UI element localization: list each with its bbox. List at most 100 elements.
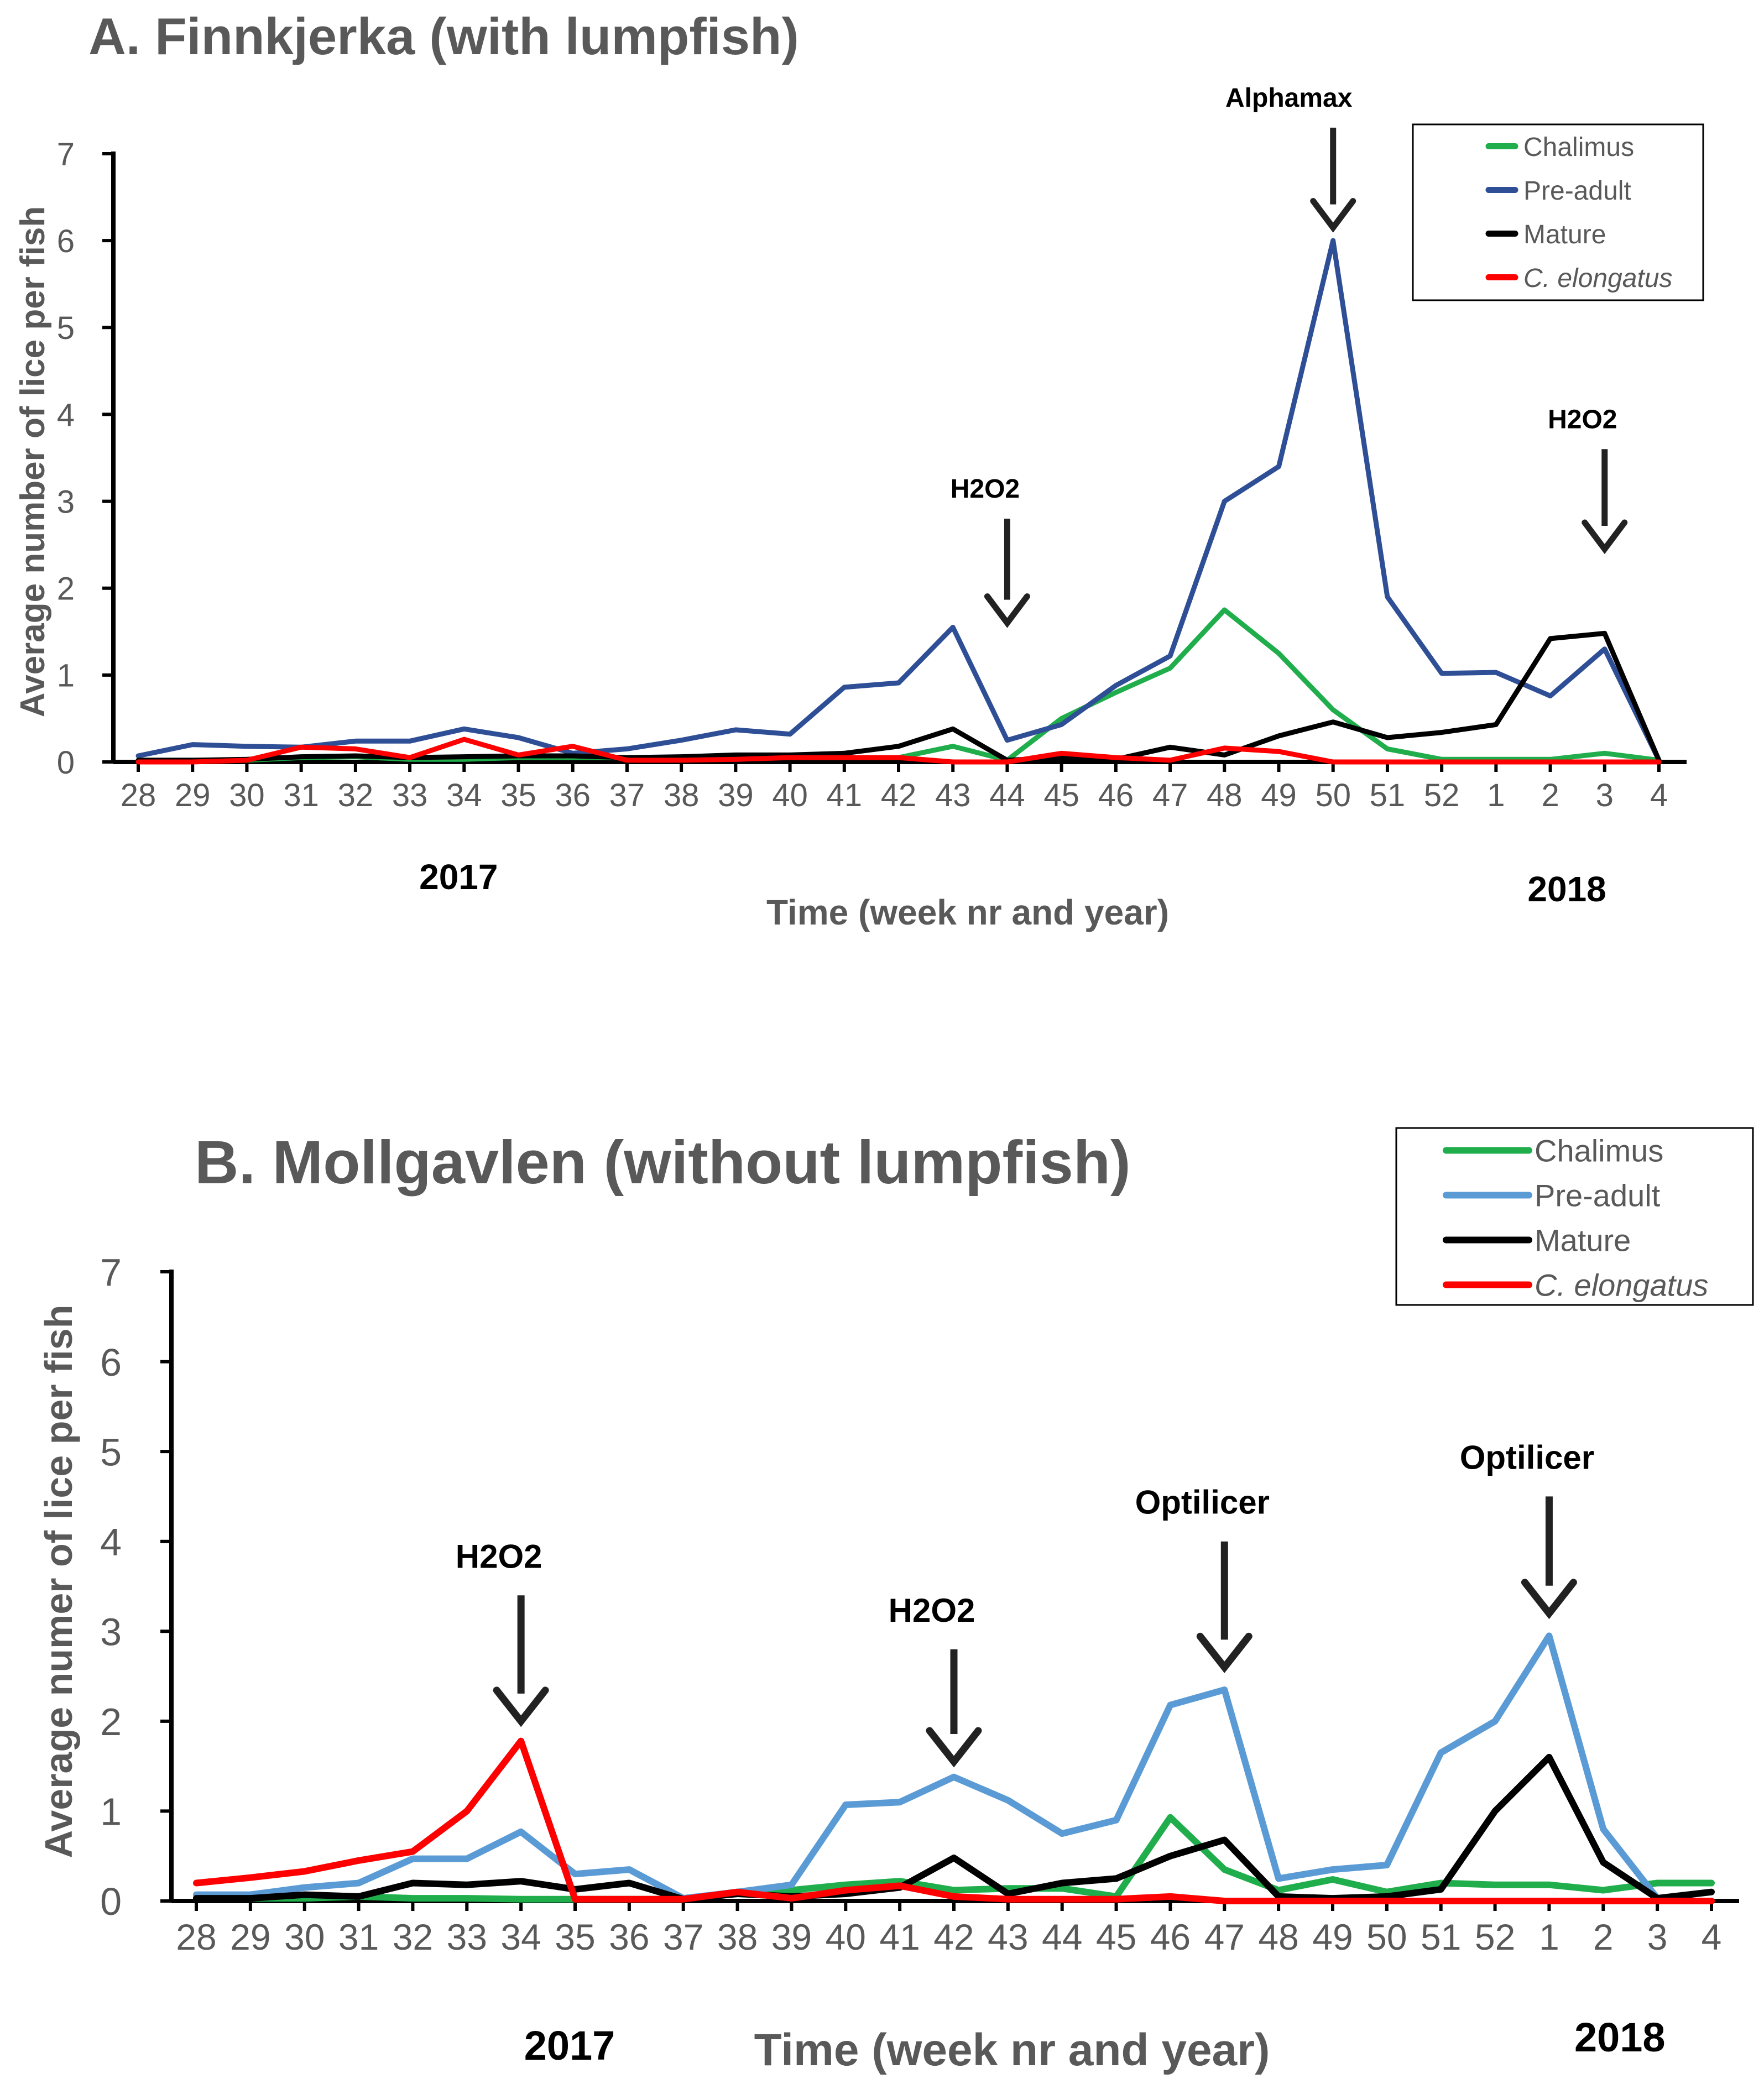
chart-b-x-tick-label: 40	[826, 1916, 866, 1957]
chart-a-legend-label: Mature	[1523, 220, 1606, 249]
chart-a-x-tick-label: 49	[1261, 777, 1297, 813]
chart-a-series-pre-adult	[135, 238, 1662, 763]
chart-b-x-tick-label: 47	[1204, 1916, 1245, 1957]
chart-a-ylabel: Average number of lice per fish	[14, 206, 52, 718]
chart-a-x-tick-label: 4	[1650, 777, 1668, 813]
chart-a-legend-label: Chalimus	[1523, 133, 1634, 162]
chart-a-x-tick-label: 44	[989, 777, 1025, 813]
chart-a-annotation-label: H2O2	[951, 474, 1020, 504]
chart-a-legend-label: Pre-adult	[1523, 176, 1631, 206]
chart-a-annotation-label: H2O2	[1548, 405, 1617, 434]
chart-a-x-tick-label: 34	[446, 777, 482, 813]
chart-b-x-tick-label: 43	[988, 1916, 1028, 1957]
chart-b-x-tick-label: 32	[393, 1916, 433, 1957]
chart-a-x-tick-label: 38	[664, 777, 700, 813]
chart-b-x-tick-label: 45	[1096, 1916, 1136, 1957]
chart-b-x-tick-label: 35	[555, 1916, 595, 1957]
chart-a-x-tick-label: 51	[1370, 777, 1406, 813]
chart-a-x-tick-label: 47	[1152, 777, 1188, 813]
chart-b-ylabel: Average numer of lice per fish	[37, 1304, 80, 1858]
chart-b-legend-box	[1395, 1127, 1754, 1306]
chart-b-y-tick-label: 1	[100, 1790, 122, 1834]
chart-b-annotation-label: H2O2	[456, 1538, 542, 1575]
chart-a-y-tick-label: 7	[57, 137, 75, 173]
chart-b-x-tick-label: 4	[1702, 1916, 1722, 1957]
chart-a-x-tick-label: 30	[229, 777, 265, 813]
chart-a-x-tick-label: 37	[609, 777, 645, 813]
chart-b-x-tick-label: 31	[338, 1916, 379, 1957]
chart-a-legend-box	[1412, 123, 1704, 301]
chart-a-x-tick-label: 36	[555, 777, 591, 813]
chart-a-x-tick-label: 31	[283, 777, 319, 813]
chart-a-x-tick-label: 50	[1315, 777, 1351, 813]
chart-a-year-label: 2018	[1527, 869, 1606, 909]
chart-b-x-tick-label: 46	[1150, 1916, 1191, 1957]
chart-b-series-c-elongatus	[193, 1737, 1715, 1904]
chart-b-annotation-arrow-head	[1196, 1632, 1252, 1673]
chart-b-annotation-label: H2O2	[889, 1592, 975, 1629]
chart-b-x-tick-label: 50	[1366, 1916, 1407, 1957]
chart-a-xlabel: Time (week nr and year)	[766, 892, 1169, 932]
chart-a-x-tick-label: 46	[1098, 777, 1134, 813]
chart-a-x-tick-label: 48	[1207, 777, 1243, 813]
chart-b-x-tick-label: 34	[500, 1916, 541, 1957]
chart-b-xlabel: Time (week nr and year)	[754, 2025, 1270, 2075]
chart-b-legend-label: Chalimus	[1535, 1134, 1663, 1168]
chart-a-annotation-arrow-head	[1310, 198, 1356, 233]
chart-b-y-tick-label: 6	[100, 1341, 122, 1384]
chart-a-x-tick-label: 33	[392, 777, 428, 813]
chart-b-series-pre-adult	[193, 1632, 1715, 1902]
chart-b-x-tick-label: 33	[447, 1916, 487, 1957]
chart-a-y-tick-label: 0	[57, 745, 75, 781]
chart-a-y-tick-label: 1	[57, 658, 75, 694]
chart-b-title: B. Mollgavlen (without lumpfish)	[195, 1129, 1131, 1197]
chart-b-series-chalimus	[193, 1814, 1715, 1903]
chart-a-x-tick-label: 45	[1043, 777, 1079, 813]
chart-b-x-tick-label: 44	[1042, 1916, 1082, 1957]
chart-b-y-tick-label: 7	[100, 1251, 122, 1294]
chart-b-x-tick-label: 3	[1647, 1916, 1668, 1957]
chart-a-x-tick-label: 2	[1541, 777, 1559, 813]
chart-b-x-tick-label: 29	[230, 1916, 270, 1957]
chart-b-annotation-arrow-head	[493, 1686, 549, 1727]
chart-a-x-tick-label: 29	[175, 777, 211, 813]
chart-b-legend-label: C. elongatus	[1535, 1268, 1708, 1303]
chart-b-y-tick-label: 3	[100, 1610, 122, 1653]
chart-b-y-tick-label: 2	[100, 1700, 122, 1743]
chart-b-x-tick-label: 48	[1258, 1916, 1298, 1957]
chart-a-title: A. Finnkjerka (with lumpfish)	[88, 7, 799, 65]
chart-b-annotation-label: Optilicer	[1135, 1484, 1270, 1521]
chart-b-x-tick-label: 52	[1475, 1916, 1515, 1957]
chart-b-x-tick-label: 37	[663, 1916, 703, 1957]
chart-b-x-tick-label: 28	[176, 1916, 216, 1957]
chart-b-x-tick-label: 2	[1593, 1916, 1614, 1957]
chart-a-y-tick-label: 3	[57, 484, 75, 520]
chart-a-series-c-elongatus	[135, 737, 1662, 765]
chart-a-legend-label: C. elongatus	[1523, 264, 1673, 293]
chart-b-y-tick-label: 4	[100, 1521, 122, 1564]
chart-a-x-tick-label: 35	[500, 777, 536, 813]
chart-b-y-tick-label: 5	[100, 1430, 122, 1474]
chart-a-y-tick-label: 4	[57, 397, 75, 433]
chart-b-year-label: 2018	[1574, 2014, 1666, 2060]
chart-a-y-tick-label: 5	[57, 310, 75, 346]
chart-b-y-tick-label: 0	[100, 1880, 122, 1923]
chart-b-x-tick-label: 1	[1539, 1916, 1559, 1957]
chart-a-x-tick-label: 32	[338, 777, 374, 813]
chart-a-x-tick-label: 3	[1596, 777, 1614, 813]
chart-a-x-tick-label: 42	[881, 777, 917, 813]
chart-b-x-tick-label: 30	[284, 1916, 325, 1957]
chart-b-x-tick-label: 39	[771, 1916, 812, 1957]
chart-b-series-mature	[193, 1753, 1715, 1903]
chart-b-x-tick-label: 42	[933, 1916, 974, 1957]
chart-a-y-tick-label: 2	[57, 571, 75, 607]
chart-a-x-tick-label: 41	[827, 777, 863, 813]
chart-a-year-label: 2017	[419, 857, 498, 897]
chart-a-x-tick-label: 1	[1487, 777, 1505, 813]
chart-a-y-tick-label: 6	[57, 223, 75, 259]
chart-b-x-tick-label: 51	[1421, 1916, 1461, 1957]
chart-a-x-tick-label: 43	[935, 777, 971, 813]
